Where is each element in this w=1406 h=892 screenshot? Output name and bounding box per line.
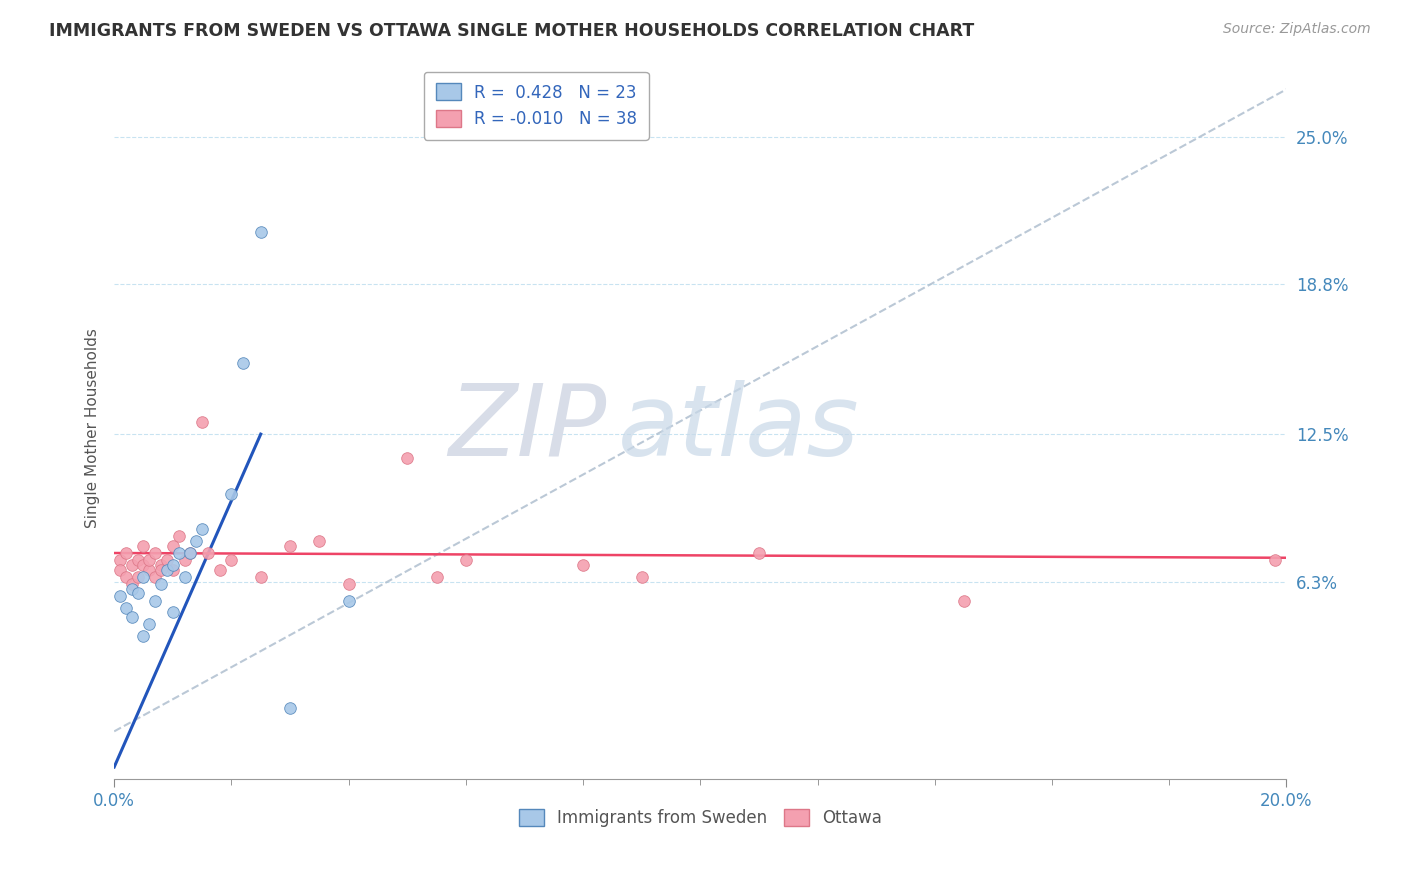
Point: [150, 577, 173, 591]
Point: [115, 570, 138, 584]
Text: ZIP: ZIP: [449, 380, 606, 476]
Point: [337, 593, 360, 607]
Point: [127, 553, 149, 567]
Point: [108, 563, 131, 577]
Point: [179, 546, 201, 560]
Point: [232, 356, 254, 370]
Point: [121, 558, 143, 572]
Point: [191, 415, 214, 429]
Point: [221, 553, 243, 567]
Point: [162, 563, 184, 577]
Point: [108, 589, 131, 603]
Point: [278, 539, 301, 553]
Point: [278, 700, 301, 714]
Point: [953, 593, 976, 607]
Point: [138, 553, 160, 567]
Point: [630, 570, 652, 584]
Point: [115, 546, 138, 560]
Point: [150, 558, 173, 572]
Point: [221, 486, 243, 500]
Point: [173, 570, 195, 584]
Point: [1264, 553, 1286, 567]
Point: [143, 546, 166, 560]
Point: [337, 577, 360, 591]
Point: [132, 570, 155, 584]
Point: [167, 529, 190, 543]
Point: [132, 558, 155, 572]
Point: [143, 570, 166, 584]
Text: atlas: atlas: [619, 380, 860, 476]
Point: [191, 522, 214, 536]
Point: [121, 582, 143, 596]
Point: [249, 225, 271, 239]
Point: [572, 558, 595, 572]
Point: [156, 563, 179, 577]
Legend: Immigrants from Sweden, Ottawa: Immigrants from Sweden, Ottawa: [512, 802, 889, 834]
Point: [162, 606, 184, 620]
Point: [115, 600, 138, 615]
Point: [748, 546, 770, 560]
Point: [179, 546, 201, 560]
Y-axis label: Single Mother Households: Single Mother Households: [86, 328, 100, 528]
Point: [426, 570, 449, 584]
Point: [186, 534, 208, 549]
Point: [138, 563, 160, 577]
Point: [150, 563, 173, 577]
Text: Source: ZipAtlas.com: Source: ZipAtlas.com: [1223, 22, 1371, 37]
Point: [108, 553, 131, 567]
Point: [162, 539, 184, 553]
Point: [132, 539, 155, 553]
Point: [197, 546, 219, 560]
Point: [127, 586, 149, 600]
Point: [162, 558, 184, 572]
Point: [308, 534, 330, 549]
Point: [138, 617, 160, 632]
Text: IMMIGRANTS FROM SWEDEN VS OTTAWA SINGLE MOTHER HOUSEHOLDS CORRELATION CHART: IMMIGRANTS FROM SWEDEN VS OTTAWA SINGLE …: [49, 22, 974, 40]
Point: [143, 593, 166, 607]
Point: [121, 610, 143, 624]
Point: [208, 563, 231, 577]
Point: [127, 570, 149, 584]
Point: [167, 546, 190, 560]
Point: [396, 450, 419, 465]
Point: [156, 553, 179, 567]
Point: [173, 553, 195, 567]
Point: [454, 553, 477, 567]
Point: [132, 629, 155, 643]
Point: [121, 577, 143, 591]
Point: [249, 570, 271, 584]
